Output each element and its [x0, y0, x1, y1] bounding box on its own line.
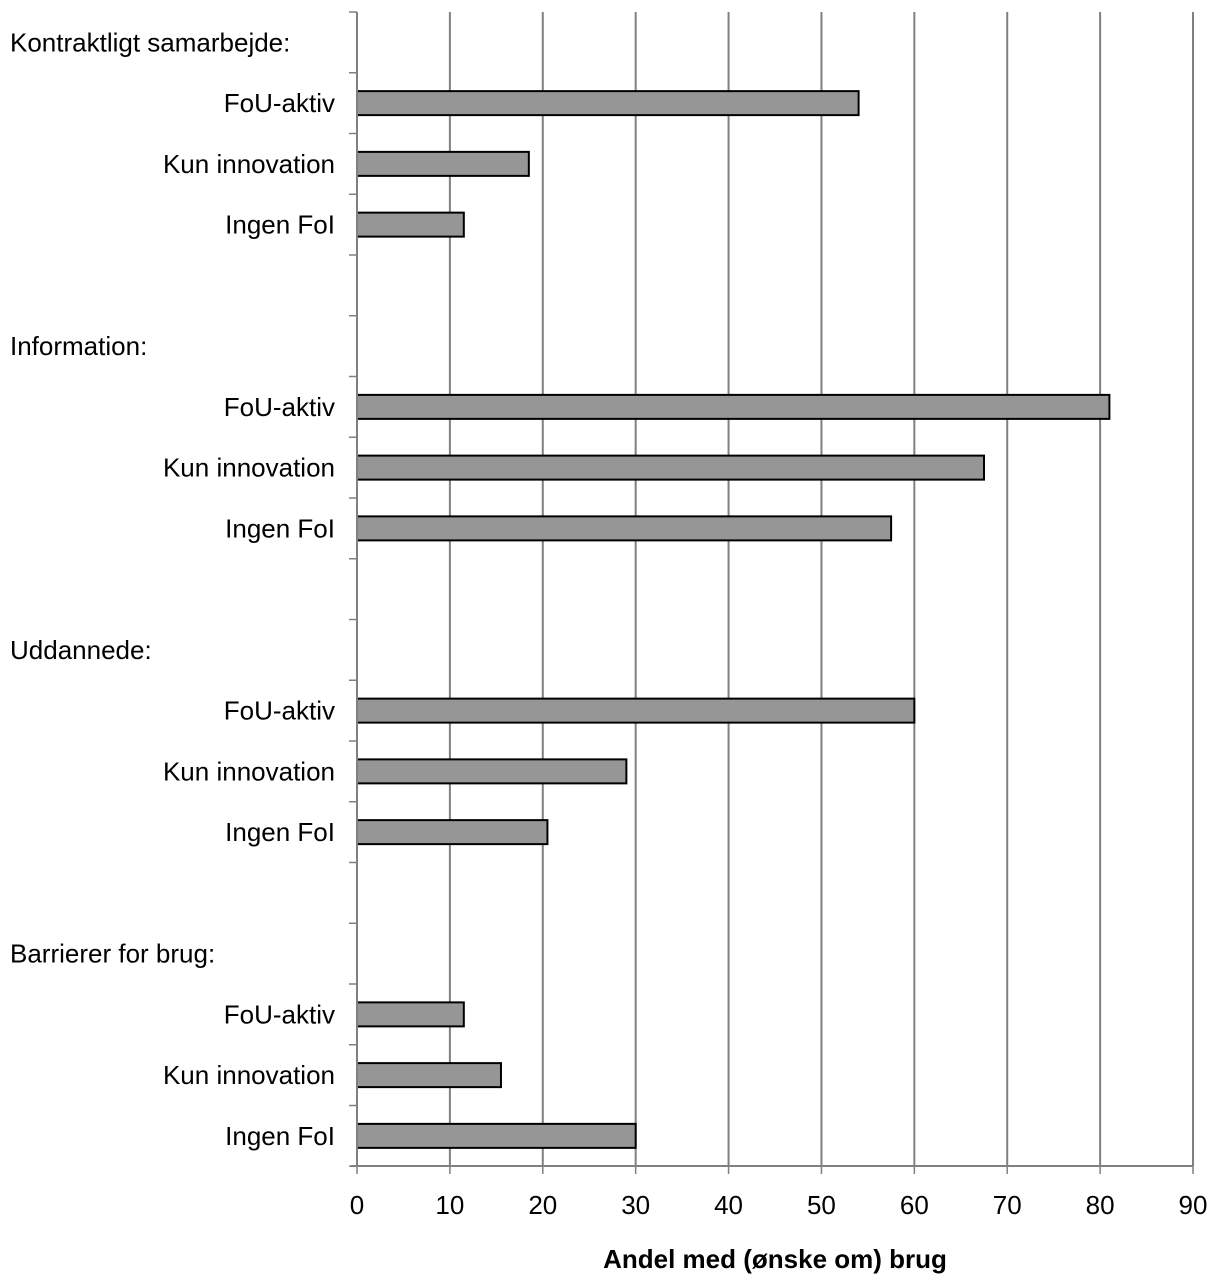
category-label: FoU-aktiv — [224, 999, 335, 1029]
bar — [356, 697, 916, 724]
x-tick-label: 30 — [621, 1190, 650, 1220]
bar — [356, 393, 1111, 420]
group-label: Uddannede: — [10, 635, 152, 665]
category-label: Kun innovation — [163, 149, 335, 179]
category-label: Kun innovation — [163, 453, 335, 483]
bar — [356, 819, 549, 846]
category-label: Ingen FoI — [225, 210, 335, 240]
x-tick-label: 10 — [435, 1190, 464, 1220]
group-label: Information: — [10, 331, 147, 361]
category-label: Ingen FoI — [225, 513, 335, 543]
bar — [356, 1122, 637, 1149]
x-tick-label: 60 — [900, 1190, 929, 1220]
x-axis-title: Andel med (ønske om) brug — [603, 1244, 947, 1274]
category-label: FoU-aktiv — [224, 696, 335, 726]
category-label: Kun innovation — [163, 1060, 335, 1090]
group-label: Kontraktligt samarbejde: — [10, 27, 290, 57]
labels: 0 10 20 30 40 50 60 70 80 90 Kontraktligt samarbej… — [10, 27, 1207, 1220]
category-label: Kun innovation — [163, 756, 335, 786]
x-tick-label: 0 — [350, 1190, 364, 1220]
x-tick-label: 70 — [993, 1190, 1022, 1220]
gridlines — [448, 12, 1194, 1166]
x-tick-label: 40 — [714, 1190, 743, 1220]
bar — [356, 454, 985, 481]
category-label: FoU-aktiv — [224, 392, 335, 422]
x-tick-label: 80 — [1086, 1190, 1115, 1220]
bar — [356, 90, 860, 117]
bar — [356, 758, 628, 785]
category-label: FoU-aktiv — [224, 88, 335, 118]
category-label: Ingen FoI — [225, 817, 335, 847]
x-tick-label: 90 — [1179, 1190, 1208, 1220]
bars — [356, 90, 1111, 1149]
axes — [349, 11, 1194, 1174]
bar — [356, 150, 530, 177]
group-label: Barrierer for brug: — [10, 939, 215, 969]
category-label: Ingen FoI — [225, 1121, 335, 1151]
x-tick-label: 50 — [807, 1190, 836, 1220]
x-tick-label: 20 — [528, 1190, 557, 1220]
bar — [356, 515, 893, 542]
bar — [356, 211, 465, 238]
bar — [356, 1001, 465, 1028]
bar — [356, 1062, 502, 1089]
